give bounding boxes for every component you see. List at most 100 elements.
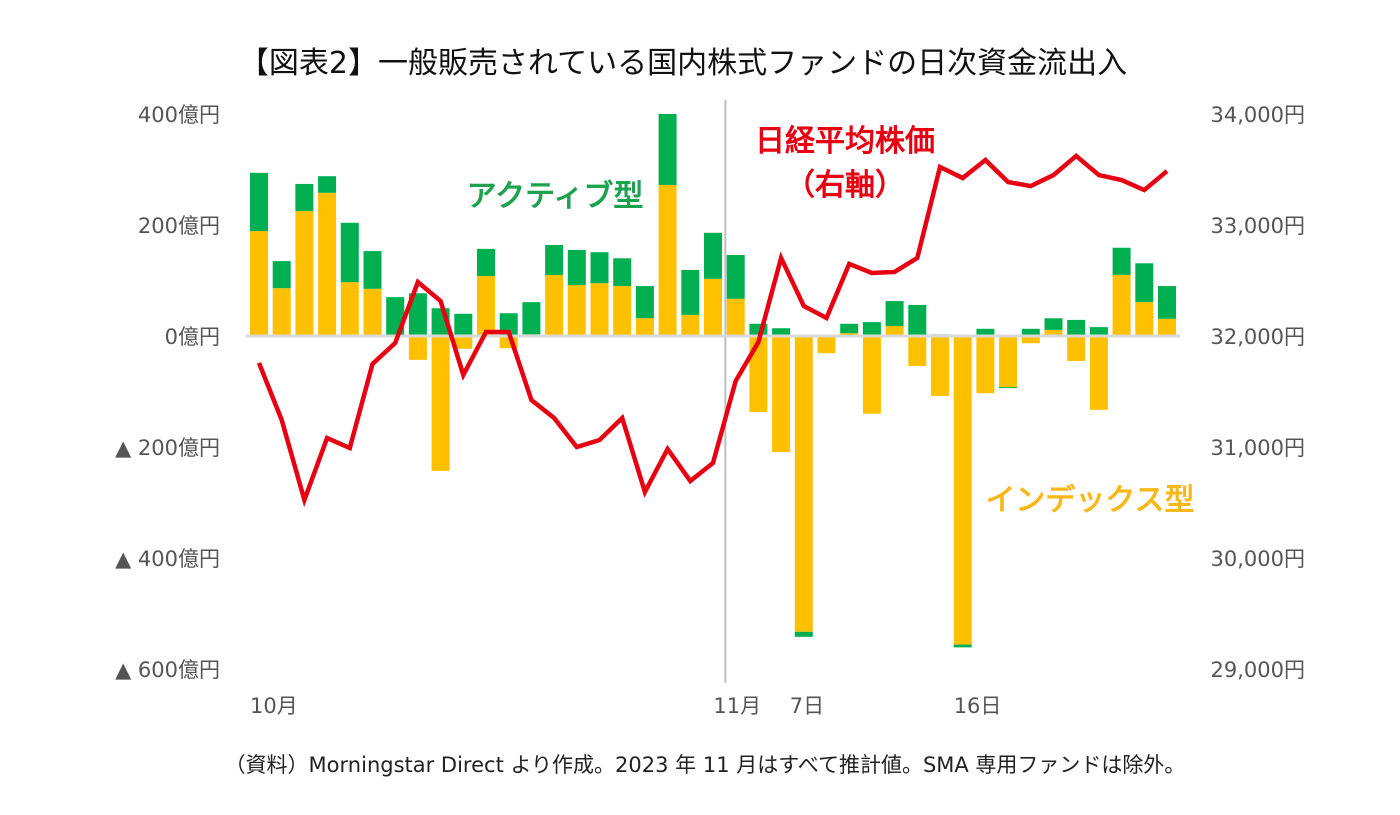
index-bar [1158,318,1176,336]
active-bar [1135,263,1154,303]
index-bar [1044,329,1063,336]
active-bar [272,261,291,289]
right-tick-label: 31,000円 [1211,436,1305,460]
index-bar [681,314,700,336]
active-bar [772,328,791,336]
index-bar [704,278,722,336]
left-tick-label: 400億円 [138,103,220,127]
active-bar [908,304,927,336]
x-axis-labels: 10月 11月 7日 16日 [250,694,1001,718]
index-bar [340,282,359,336]
index-bar [976,336,995,394]
x-tick-label: 16日 [954,694,1002,718]
x-tick-label: 11月 [713,694,761,718]
left-axis: 400億円 200億円 0億円 ▲ 200億円 ▲ 400億円 ▲ 600億円 [115,103,220,682]
active-bar [635,286,654,319]
active-bar [885,301,904,327]
annotation-active: アクティブ型 [467,179,644,214]
left-tick-label: 200億円 [138,214,220,238]
active-bar [1067,319,1086,336]
left-tick-label: 0億円 [165,325,220,349]
active-bar [454,313,473,336]
active-bar [1089,327,1108,336]
index-bar [613,286,632,336]
index-bar [862,336,881,414]
index-bar [1112,274,1131,336]
active-bar [840,323,859,334]
left-tick-label: ▲ 400億円 [115,547,220,571]
active-bar [590,252,609,284]
index-bar [431,336,450,471]
active-bar [953,644,972,648]
index-bar [250,231,268,336]
right-tick-label: 30,000円 [1211,547,1305,571]
x-tick-label: 7日 [790,694,824,718]
right-axis: 34,000円 33,000円 32,000円 31,000円 30,000円 29,00… [1211,103,1305,682]
index-bar [272,288,291,336]
index-bar [953,336,972,645]
active-bar [658,114,677,186]
index-bar [908,336,927,366]
index-bar [885,326,904,336]
index-bar [408,336,427,360]
active-bar [794,631,813,637]
bar-series [250,114,1176,648]
active-bar [1044,318,1063,330]
index-bar [772,336,791,452]
index-bar [567,284,586,336]
index-bar [545,274,564,336]
left-tick-label: ▲ 600億円 [115,658,220,682]
nikkei-line [256,153,1169,508]
active-bar [408,293,427,336]
annotation-index: インデックス型 [985,483,1194,518]
index-bar [1135,302,1154,336]
active-bar [250,172,268,232]
index-bar [1067,336,1086,361]
active-bar [1158,286,1176,319]
x-tick-label: 10月 [250,694,298,718]
active-bar [363,251,382,289]
index-bar [726,298,745,336]
active-bar [477,248,495,277]
right-tick-label: 34,000円 [1211,103,1305,127]
index-bar [817,336,836,354]
active-bar [545,244,564,275]
active-bar [1112,247,1131,275]
right-tick-label: 32,000円 [1211,325,1305,349]
active-bar [999,387,1018,389]
index-bar [794,336,813,632]
index-bar [1021,336,1040,344]
index-bar [999,336,1018,388]
index-bar [295,211,314,336]
active-bar [340,222,359,283]
annotation-nikkei: 日経平均株価 [755,124,935,159]
active-bar [295,183,314,212]
index-bar [454,336,473,349]
right-tick-label: 33,000円 [1211,214,1305,238]
index-bar [1089,336,1108,410]
index-bar [363,288,382,336]
footnote: （資料）Morningstar Direct より作成。2023 年 11 月は… [225,753,1186,777]
active-bar [318,176,337,193]
index-bar [590,283,609,336]
index-bar [477,276,495,336]
chart-title: 【図表2】一般販売されている国内株式ファンドの日次資金流出入 [239,46,1127,81]
active-bar [976,328,995,336]
index-bar [318,192,337,336]
right-tick-label: 29,000円 [1211,658,1305,682]
active-bar [726,254,745,299]
index-bar [749,336,768,413]
active-bar [704,232,722,279]
active-bar [567,249,586,285]
annotation-nikkei-right-axis: （右軸） [785,168,905,203]
index-bar [635,318,654,336]
active-bar [613,258,632,287]
active-bar [1021,328,1040,336]
active-bar [681,269,700,315]
index-bar [658,185,677,336]
active-bar [522,302,541,335]
index-bar [931,336,949,396]
active-bar [862,322,881,336]
left-tick-label: ▲ 200億円 [115,436,220,460]
